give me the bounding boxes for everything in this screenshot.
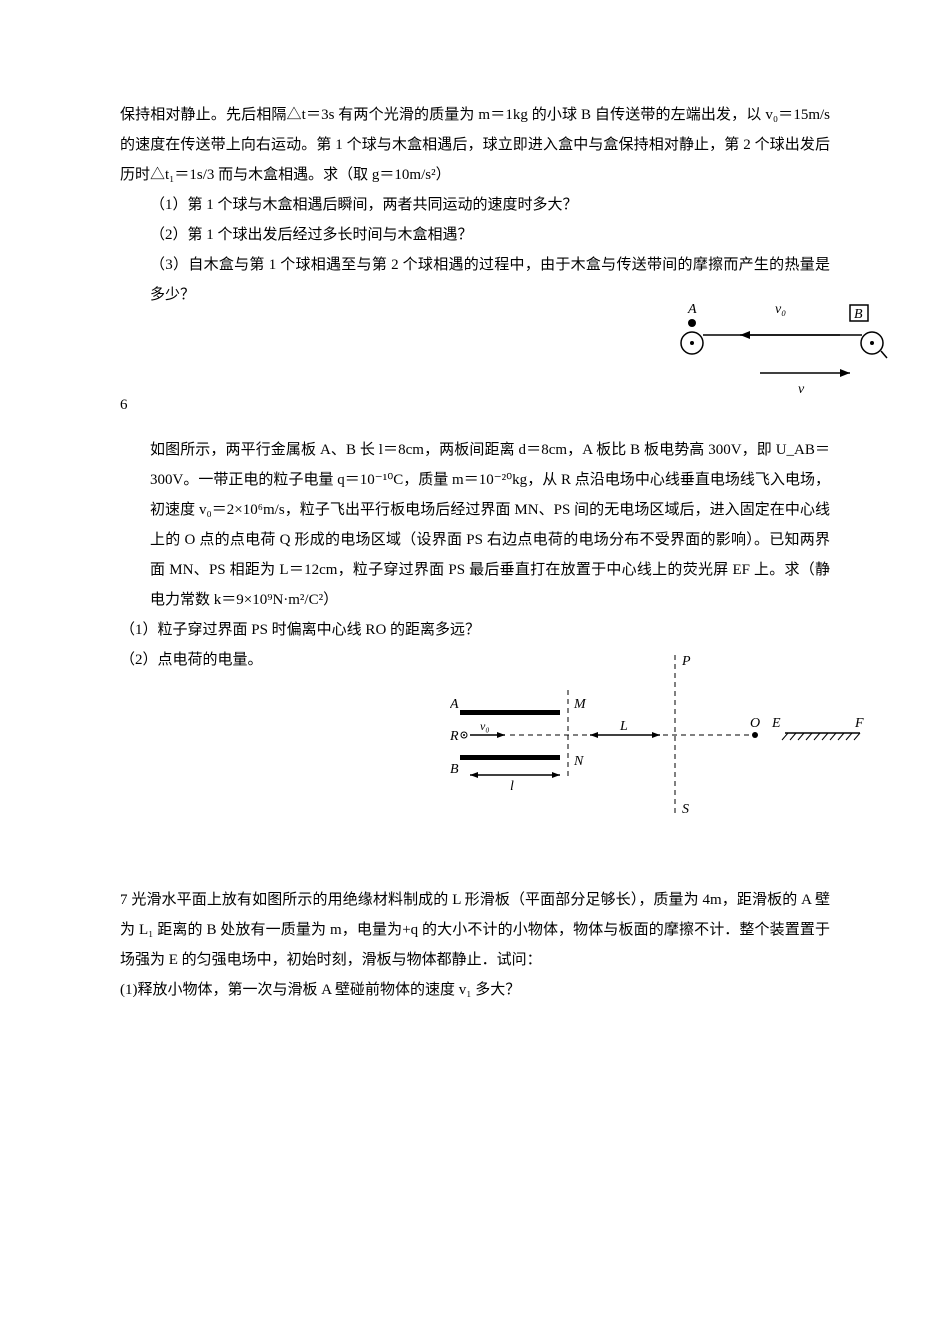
svg-text:M: M [573,697,587,712]
svg-text:l: l [510,779,514,794]
svg-text:S: S [682,802,689,817]
question-1: （1）第 1 个球与木盒相遇后瞬间，两者共同运动的速度时多大？ [120,190,830,220]
svg-text:R: R [450,729,459,744]
svg-text:F: F [854,716,864,731]
figure-plates: A B R v₀ l M N [450,645,880,825]
label-B: B [854,307,863,322]
svg-text:O: O [750,716,760,731]
problem-7-text: 7 光滑水平面上放有如图所示的用绝缘材料制成的 L 形滑板（平面部分足够长），质… [120,885,830,975]
figure-container: A B R v₀ l M N [120,675,830,845]
problem-intro: 保持相对静止。先后相隔△t＝3s 有两个光滑的质量为 m＝1kg 的小球 B 自… [120,100,830,190]
svg-text:P: P [681,654,691,669]
svg-text:L: L [619,719,628,734]
svg-text:A: A [450,697,459,712]
svg-text:N: N [573,754,584,769]
page: 保持相对静止。先后相隔△t＝3s 有两个光滑的质量为 m＝1kg 的小球 B 自… [0,0,950,1045]
question-7-1: (1)释放小物体，第一次与滑板 A 壁碰前物体的速度 v₁ 多大？ [120,975,830,1005]
question-6-1: （1）粒子穿过界面 PS 时偏离中心线 RO 的距离多远？ [120,615,830,645]
problem-6-text: 如图所示，两平行金属板 A、B 长 l＝8cm，两板间距离 d＝8cm，A 板比… [120,435,830,615]
label-v0: v₀ [775,302,786,317]
svg-text:v₀: v₀ [480,719,490,733]
label-v: v [798,382,805,397]
svg-text:E: E [771,716,781,731]
question-2: （2）第 1 个球出发后经过多长时间与木盒相遇？ [120,220,830,250]
figure-conveyor: A v₀ B v [680,295,890,405]
svg-text:B: B [450,762,459,777]
label-A: A [687,302,697,317]
spacer [120,845,830,885]
